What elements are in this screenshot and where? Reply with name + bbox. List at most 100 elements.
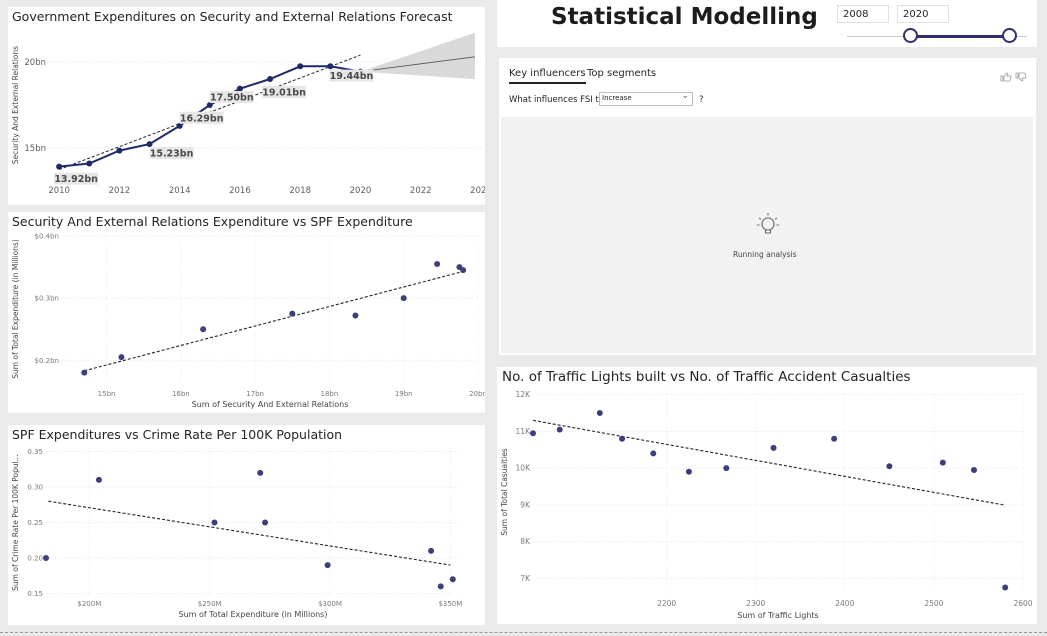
forecast-title: Government Expenditures on Security and … (12, 9, 453, 24)
trend-line (84, 270, 464, 372)
influence-question-suffix: ? (699, 95, 704, 105)
data-point (352, 312, 359, 319)
data-point (297, 63, 304, 70)
data-point (81, 369, 88, 376)
x-tick-label: $200M (77, 600, 101, 608)
forecast-panel: Government Expenditures on Security and … (8, 7, 485, 205)
x-tick-label: 15bn (98, 390, 116, 398)
data-point (267, 76, 274, 83)
data-label-bg (262, 86, 307, 99)
scatter-spf-crime-title: SPF Expenditures vs Crime Rate Per 100K … (12, 427, 343, 442)
y-tick-label: $0.3bn (35, 295, 59, 303)
data-point (324, 562, 331, 569)
x-tick-label: $250M (198, 600, 222, 608)
chevron-down-icon: ⌄ (681, 91, 689, 101)
data-point (530, 430, 536, 437)
tab-key-influencers[interactable]: Key influencers (509, 68, 586, 84)
thumbs-down-icon[interactable] (1015, 67, 1027, 82)
data-label: 15.23bn (150, 149, 194, 160)
data-point (116, 147, 123, 154)
data-point (650, 450, 657, 457)
x-tick-label: 19bn (395, 390, 413, 398)
x-tick-label: 16bn (172, 390, 190, 398)
data-point (289, 310, 296, 317)
trend-line (532, 419, 1004, 506)
x-axis-title: Sum of Traffic Lights (737, 611, 818, 620)
slider-start-input[interactable]: 2008 (837, 5, 889, 23)
y-tick-label: 0.15 (27, 590, 43, 598)
x-tick-label: 2300 (746, 599, 765, 608)
scatter-security-spf-chart[interactable]: $0.4bn $0.3bn $0.2bn 15bn 16bn 17bn 18bn 19bn 20… (8, 212, 485, 413)
y-tick-label: 12K (516, 390, 532, 399)
x-tick-label: 18bn (321, 390, 339, 398)
scatter-spf-crime-chart[interactable]: 0.35 0.30 0.25 0.20 0.15 $200M $250M $300M $350M… (8, 425, 485, 625)
data-point (449, 576, 456, 583)
data-point (118, 354, 125, 361)
y-tick-label: 0.35 (27, 448, 43, 456)
y-axis-title: Sum of Crime Rate Per 100K Popul... (11, 454, 20, 591)
scatter-traffic-panel: No. of Traffic Lights built vs No. of Tr… (497, 367, 1037, 624)
x-tick-label: 2018 (289, 186, 311, 196)
thumbs-up-icon[interactable] (1000, 67, 1012, 82)
data-point (206, 102, 213, 108)
x-tick-label: $350M (438, 600, 462, 608)
y-tick-label: $0.4bn (35, 233, 59, 241)
influence-direction-value: Increase (602, 94, 632, 102)
data-point (400, 295, 407, 302)
scatter-traffic-chart[interactable]: 12K 11K 10K 9K 8K 7K 2200 2300 2400 2500 2600 Sum o… (497, 367, 1037, 624)
y-tick-label: 15bn (24, 144, 46, 154)
y-tick-label: 0.25 (27, 519, 43, 527)
data-label: 16.29bn (180, 113, 224, 124)
header-panel: Statistical Modelling 2008 2020 (497, 0, 1037, 47)
forecast-chart[interactable]: 20bn 15bn 2010 2012 2014 2016 2018 2020 2022 2024… (8, 7, 485, 205)
y-axis-title: Sum of Total Casualties (500, 448, 509, 536)
scatter-security-spf-panel: Security And External Relations Expendit… (8, 212, 485, 413)
analysis-area: Running analysis (501, 117, 1033, 353)
data-label: 19.01bn (262, 88, 306, 99)
data-point (257, 469, 264, 476)
data-point (886, 463, 893, 470)
x-tick-label: 2400 (835, 599, 854, 608)
page-title: Statistical Modelling (551, 4, 818, 30)
data-point (596, 410, 603, 417)
tab-top-segments[interactable]: Top segments (587, 68, 657, 79)
data-point (146, 141, 153, 148)
data-point (939, 459, 946, 466)
x-tick-label: 2500 (924, 599, 943, 608)
key-influencers-panel: Key influencers Top segments What influe… (499, 58, 1036, 355)
slider-end-input[interactable]: 2020 (897, 5, 949, 23)
page-divider (0, 632, 1047, 633)
data-point (200, 326, 207, 333)
data-point (95, 476, 102, 483)
data-label-bg (179, 111, 224, 124)
data-point (428, 547, 435, 554)
x-tick-label: 2600 (1013, 599, 1032, 608)
forecast-line (360, 56, 476, 73)
slider-range-fill (912, 35, 1010, 38)
x-axis-title: Sum of Total Expenditure (in Millions) (179, 610, 328, 619)
influence-question-prefix: What influences FSI to (509, 95, 605, 105)
data-label-bg (54, 172, 99, 185)
data-point (619, 435, 626, 442)
slider-end-handle[interactable] (1002, 28, 1017, 43)
y-tick-label: 0.30 (27, 484, 43, 492)
lightbulb-icon (756, 212, 780, 238)
slider-start-handle[interactable] (903, 28, 918, 43)
x-tick-label: 2016 (229, 186, 251, 196)
data-point (236, 85, 243, 92)
y-tick-label: 8K (520, 537, 531, 546)
x-tick-label: 2022 (410, 186, 432, 196)
data-point (556, 426, 563, 433)
data-label: 13.92bn (54, 174, 98, 185)
data-label: 17.50bn (210, 93, 254, 104)
influence-direction-select[interactable]: Increase ⌄ (599, 91, 693, 106)
y-tick-label: 20bn (24, 58, 46, 68)
data-point (437, 583, 444, 590)
y-tick-label: 11K (516, 427, 532, 436)
x-tick-label: $300M (318, 600, 342, 608)
x-tick-label: 17bn (246, 390, 264, 398)
trend-line (48, 500, 451, 566)
data-point (831, 435, 838, 442)
data-point (723, 465, 730, 472)
data-label-bg (209, 91, 254, 103)
